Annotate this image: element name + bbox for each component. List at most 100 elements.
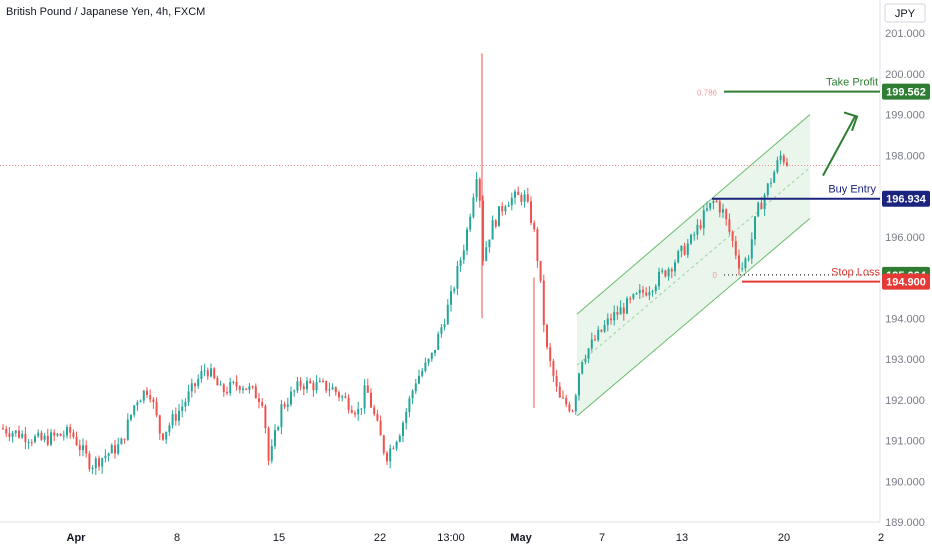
candle-body <box>667 269 670 277</box>
candle-body <box>306 380 308 390</box>
candle-body <box>382 435 385 453</box>
candle-body <box>680 245 683 252</box>
candle-body <box>245 388 248 390</box>
price-tick-label: 190.000 <box>885 476 925 488</box>
candle-body <box>674 262 676 272</box>
candle-body <box>40 432 43 440</box>
candle-body <box>683 245 686 255</box>
candle-body <box>251 386 254 388</box>
trade-annotations[interactable]: 0.786 Take Profit 199.562 Buy Entry 196.934 0… <box>0 77 930 290</box>
candle-body <box>530 201 532 223</box>
candle-body <box>5 429 8 434</box>
candle-body <box>766 183 769 196</box>
candle-body <box>635 293 638 295</box>
candle-body <box>21 433 24 438</box>
candle-body <box>354 412 356 415</box>
candles <box>2 53 788 475</box>
candle-body <box>136 402 139 406</box>
candle-body <box>27 442 30 444</box>
time-tick-label: 22 <box>374 532 386 544</box>
candle-body <box>645 292 648 296</box>
candle-body <box>773 172 776 183</box>
candle-body <box>651 291 654 293</box>
candle-body <box>181 406 184 411</box>
candle-body <box>427 359 430 363</box>
candle-body <box>126 419 129 440</box>
candle-body <box>443 324 446 328</box>
candle-body <box>24 433 27 443</box>
candle-body <box>174 414 177 421</box>
candle-body <box>94 458 97 468</box>
candle-body <box>18 430 20 438</box>
candle-body <box>709 202 712 209</box>
candle-body <box>379 420 382 436</box>
candle-body <box>302 386 305 390</box>
candle-body <box>517 191 520 195</box>
fib-level-label: 0.786 <box>697 89 718 98</box>
channel-upper-line[interactable] <box>576 114 811 315</box>
candle-body <box>392 448 395 450</box>
candle-body <box>66 426 68 436</box>
channel-fill <box>577 114 810 417</box>
candle-body <box>322 380 324 382</box>
channel-lower-line[interactable] <box>576 218 811 417</box>
candle-body <box>309 380 312 384</box>
candle-body <box>776 160 779 173</box>
candle-body <box>763 195 766 209</box>
candle-body <box>475 179 478 198</box>
price-tick-label: 192.000 <box>885 395 925 407</box>
candle-body <box>664 270 667 277</box>
target-arrow-head <box>843 111 859 132</box>
candle-body <box>107 453 110 456</box>
candle-body <box>101 458 104 467</box>
candle-body <box>194 383 196 386</box>
candle-body <box>210 368 212 377</box>
time-axis[interactable]: Apr 8 15 22 13:00 May 7 13 20 2 <box>67 532 885 544</box>
candle-body <box>462 250 465 260</box>
candle-body <box>286 404 289 407</box>
candle-body <box>507 205 510 207</box>
candle-body <box>453 288 456 292</box>
candle-body <box>232 381 235 383</box>
candle-body <box>562 397 564 399</box>
candle-body <box>235 381 238 387</box>
candle-body <box>133 405 136 415</box>
candle-body <box>450 291 452 305</box>
candle-body <box>760 202 763 209</box>
price-tick-label: 194.000 <box>885 313 925 325</box>
candle-body <box>203 370 206 372</box>
candle-body <box>267 428 270 461</box>
candle-body <box>648 292 651 296</box>
regression-channel[interactable] <box>576 114 811 417</box>
buy-entry-price-badge <box>882 190 930 207</box>
candle-body <box>603 324 606 332</box>
candle-body <box>750 239 753 259</box>
candle-body <box>402 423 404 437</box>
candle-body <box>238 386 241 390</box>
candle-body <box>213 368 216 378</box>
candle-body <box>488 239 491 248</box>
candle-body <box>270 446 273 461</box>
time-tick-label: May <box>510 532 532 544</box>
candle-body <box>171 414 174 426</box>
candle-body <box>46 435 49 445</box>
candle-body <box>59 433 62 436</box>
price-axis[interactable]: 201.000200.000199.000198.000197.000196.0… <box>885 28 925 529</box>
symbol-title: British Pound / Japanese Yen, 4h, FXCM <box>6 6 206 18</box>
candle-body <box>434 349 436 353</box>
candle-body <box>469 216 472 230</box>
candle-body <box>315 381 318 391</box>
take-profit-price: 199.562 <box>886 87 926 99</box>
candle-body <box>117 444 120 454</box>
candle-body <box>398 436 401 442</box>
target-arrow-shaft[interactable] <box>822 116 856 177</box>
candle-body <box>610 318 612 321</box>
candle-body <box>408 398 411 412</box>
candle-body <box>325 380 328 391</box>
candle-body <box>296 381 299 391</box>
candle-body <box>395 441 398 449</box>
candle-body <box>658 271 660 287</box>
candle-body <box>14 430 17 434</box>
